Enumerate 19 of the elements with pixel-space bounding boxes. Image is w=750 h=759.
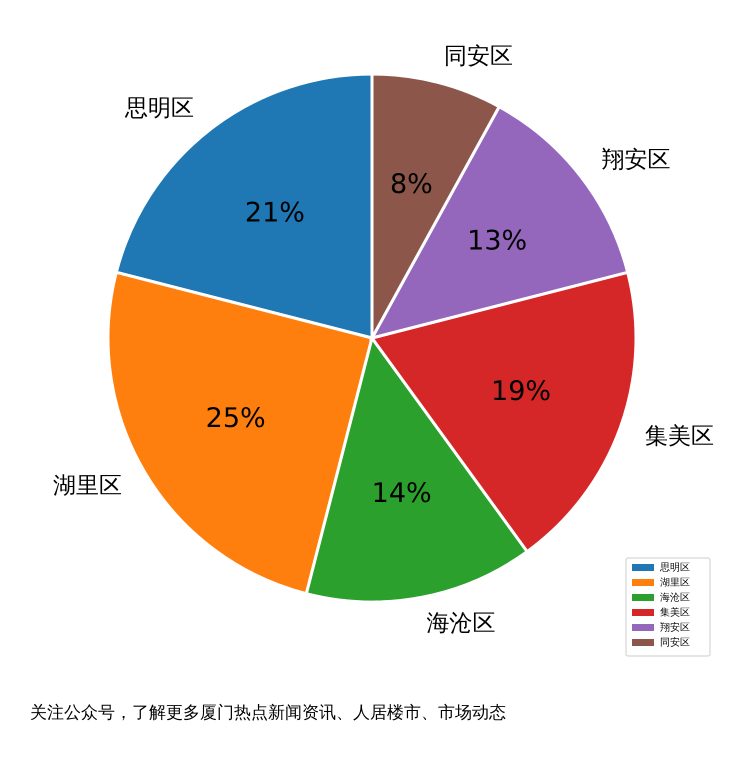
data-label: 13% bbox=[467, 225, 528, 256]
legend-label: 翔安区 bbox=[660, 622, 690, 634]
legend-label: 海沧区 bbox=[660, 592, 690, 604]
legend-label: 思明区 bbox=[659, 562, 690, 574]
data-label: 25% bbox=[206, 403, 266, 434]
data-label: 21% bbox=[244, 197, 305, 228]
data-label: 8% bbox=[390, 169, 433, 200]
slice-label: 翔安区 bbox=[601, 147, 670, 174]
slice-label: 同安区 bbox=[444, 44, 514, 70]
legend-label: 同安区 bbox=[660, 636, 690, 648]
data-label: 19% bbox=[491, 376, 552, 408]
slice-label: 湖里区 bbox=[53, 472, 122, 499]
text: 关注公众号，了解更多厦门热点新闻资讯、人居楼市、市场动态 bbox=[30, 703, 506, 723]
legend-label: 集美区 bbox=[660, 606, 690, 618]
legend-label: 湖里区 bbox=[660, 576, 690, 588]
data-label: 14% bbox=[372, 478, 432, 510]
slice-label: 思明区 bbox=[124, 96, 194, 122]
slice-label: 海沧区 bbox=[426, 610, 496, 636]
slice-label: 集美区 bbox=[645, 423, 714, 450]
